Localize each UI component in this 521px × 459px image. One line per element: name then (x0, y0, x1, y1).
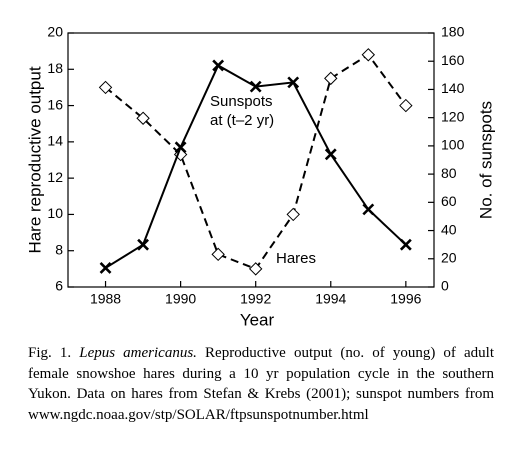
x-marker (137, 238, 149, 251)
caption-text: Reproductive output (no. of young) of ad… (28, 345, 495, 423)
sunspots-annotation: Sunspots (210, 93, 273, 110)
x-tick-label: 1992 (240, 291, 271, 307)
chart: Year Hare reproductive output No. of sun… (25, 24, 495, 330)
x-marker (174, 141, 187, 154)
x-marker (362, 203, 375, 216)
y2-tick-label: 80 (441, 165, 457, 181)
y2-tick-label: 20 (441, 249, 457, 265)
y2-axis-label: No. of sunspots (476, 101, 495, 219)
y2-tick-label: 0 (441, 278, 449, 294)
hares-annotation: Hares (276, 250, 316, 267)
diamond-marker (399, 98, 413, 113)
x-marker (324, 148, 337, 161)
x-marker (287, 76, 300, 89)
y2-tick-label: 100 (441, 137, 465, 153)
y2-tick-label: 140 (441, 80, 465, 96)
y-tick-label: 18 (47, 60, 63, 76)
y-tick-label: 20 (47, 24, 63, 40)
y-tick-label: 10 (47, 205, 63, 221)
plot-frame (67, 32, 435, 288)
diamond-marker (286, 207, 300, 222)
sunspots-annotation-lag: at (t–2 yr) (210, 112, 274, 129)
caption: Fig. 1. Lepus americanus. Reproductive o… (28, 343, 494, 425)
x-marker (99, 262, 112, 274)
caption-species: Lepus americanus. (79, 345, 197, 361)
y2-tick-label: 180 (441, 24, 465, 40)
diamond-marker (98, 80, 113, 95)
y-tick-label: 6 (55, 278, 63, 294)
x-tick-label: 1988 (90, 291, 121, 307)
y-tick-label: 8 (55, 241, 63, 257)
y-axis-label: Hare reproductive output (25, 66, 44, 253)
caption-label: Fig. 1. (28, 345, 72, 361)
diamond-marker (324, 71, 338, 86)
diamond-marker (248, 262, 263, 276)
y2-tick-label: 160 (441, 52, 465, 68)
diamond-marker (136, 111, 150, 125)
y-tick-label: 12 (47, 169, 63, 185)
y-tick-label: 16 (47, 96, 63, 112)
x-marker (399, 238, 412, 251)
x-tick-label: 1994 (315, 291, 346, 307)
x-tick-label: 1996 (390, 291, 421, 307)
y2-tick-label: 40 (441, 221, 457, 237)
x-axis-label: Year (240, 310, 275, 329)
y2-tick-label: 60 (441, 193, 457, 209)
y-tick-label: 14 (47, 133, 63, 149)
diamond-marker (361, 48, 376, 62)
diamond-marker (211, 247, 225, 262)
x-marker (212, 59, 225, 72)
x-tick-label: 1990 (165, 291, 196, 307)
x-marker (249, 80, 262, 93)
y2-tick-label: 120 (441, 108, 465, 124)
